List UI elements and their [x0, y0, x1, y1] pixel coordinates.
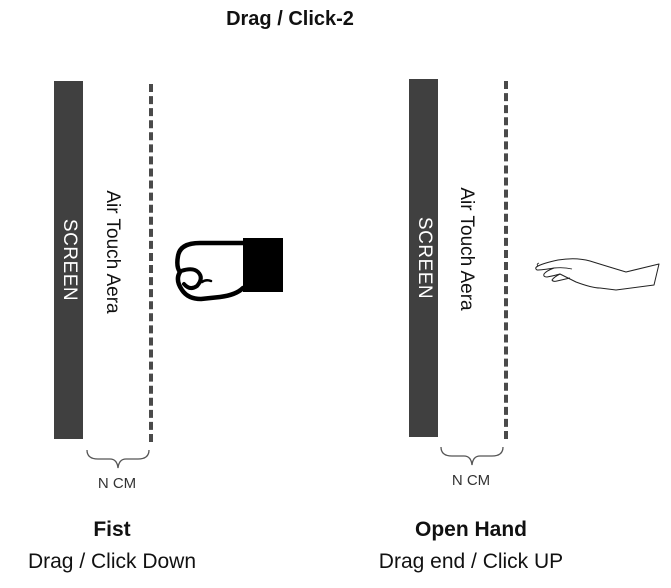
right-air-touch-boundary [504, 81, 508, 439]
fist-icon [175, 238, 283, 302]
right-caption-title: Open Hand [414, 518, 527, 541]
left-air-touch-boundary [149, 84, 153, 442]
left-air-touch-label: Air Touch Aera [102, 190, 123, 314]
right-screen-bar: SCREEN [409, 79, 438, 437]
left-distance-label: N CM [97, 475, 137, 492]
open-hand-icon [535, 258, 660, 291]
right-screen-label: SCREEN [413, 216, 435, 300]
right-air-touch-label: Air Touch Aera [456, 187, 477, 311]
right-distance-brace [440, 446, 504, 466]
right-caption-action: Drag end / Click UP [378, 550, 564, 573]
left-screen-bar: SCREEN [54, 81, 83, 439]
diagram-title: Drag / Click-2 [226, 8, 354, 30]
left-caption-action: Drag / Click Down [27, 550, 197, 573]
left-distance-brace [86, 449, 150, 469]
right-distance-label: N CM [451, 472, 491, 489]
left-screen-label: SCREEN [58, 218, 80, 302]
left-caption-title: Fist [93, 518, 131, 541]
